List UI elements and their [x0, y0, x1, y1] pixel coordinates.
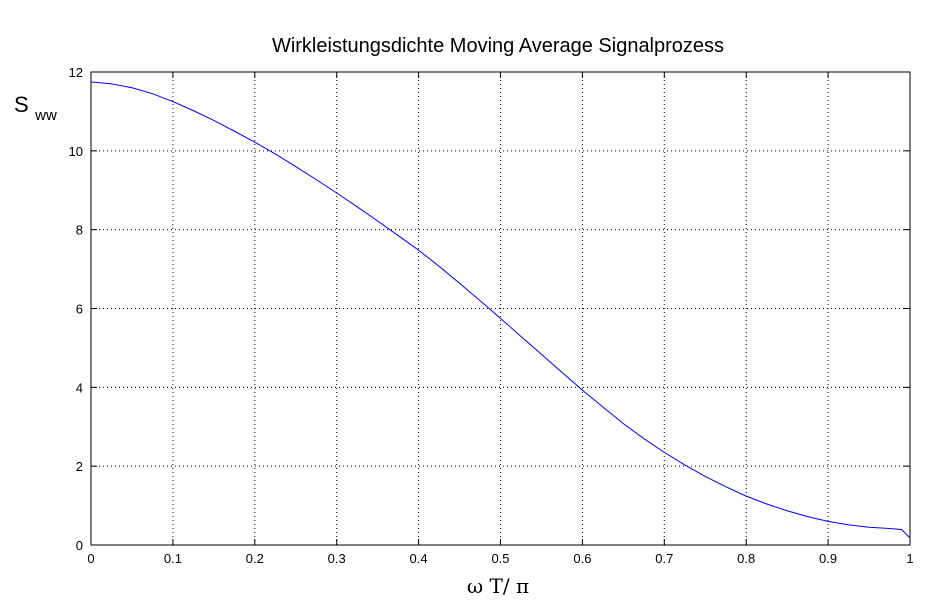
chart-title: Wirkleistungsdichte Moving Average Signa… [272, 35, 724, 57]
x-tick-label: 1 [906, 551, 913, 566]
y-tick-label: 10 [69, 144, 83, 159]
y-tick-label: 4 [76, 380, 83, 395]
x-axis-label: ω T/ π [467, 574, 529, 598]
x-tick-label: 0.3 [328, 551, 346, 566]
y-tick-label: 6 [76, 302, 83, 317]
y-axis-label-subscript: ww [34, 107, 57, 124]
series-line [90, 81, 911, 539]
x-tick-label: 0.2 [246, 551, 264, 566]
y-tick-label: 12 [69, 65, 83, 80]
grid-lines [91, 72, 910, 545]
y-axis-label: S ww [14, 92, 57, 124]
x-tick-labels: 0 0.1 0.2 0.3 0.4 0.5 0.6 0.7 0.8 0.9 1 [87, 551, 913, 566]
x-tick-label: 0 [87, 551, 94, 566]
y-axis-label-main: S [14, 92, 29, 117]
y-tick-labels: 0 2 4 6 8 10 12 [69, 65, 83, 553]
x-tick-label: 0.7 [655, 551, 673, 566]
x-tick-label: 0.8 [737, 551, 755, 566]
x-tick-label: 0.4 [410, 551, 428, 566]
plot-frame [90, 71, 911, 546]
x-tick-label: 0.5 [491, 551, 509, 566]
y-tick-label: 8 [76, 223, 83, 238]
x-tick-label: 0.9 [819, 551, 837, 566]
y-tick-label: 2 [76, 459, 83, 474]
x-tick-label: 0.1 [164, 551, 182, 566]
y-tick-label: 0 [76, 538, 83, 553]
x-tick-label: 0.6 [573, 551, 591, 566]
